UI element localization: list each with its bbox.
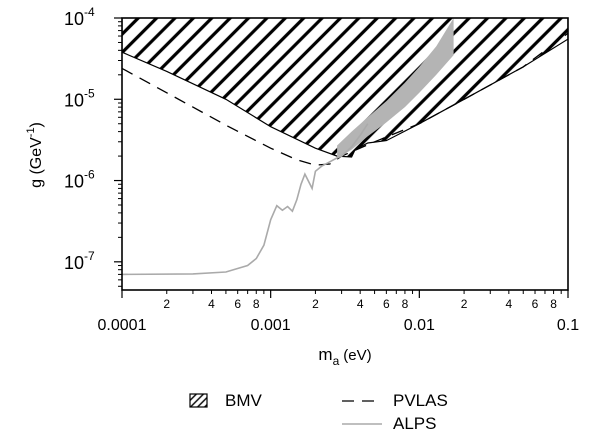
plot-area (122, 16, 568, 290)
legend-pvlas-label: PVLAS (393, 391, 448, 410)
y-tick-label: 10-4 (64, 5, 95, 29)
legend-bmv-label: BMV (225, 391, 263, 410)
x-minor-tick-label: 6 (234, 297, 241, 311)
legend-item-alps: ALPS (342, 414, 436, 433)
x-minor-tick-label: 8 (402, 297, 409, 311)
legend-alps-label: ALPS (393, 414, 436, 433)
x-minor-tick-label: 2 (312, 297, 319, 311)
legend-bmv-swatch (190, 394, 207, 407)
x-minor-tick-label: 6 (383, 297, 390, 311)
y-axis-title-close: ) (28, 122, 45, 127)
x-minor-tick-label: 2 (163, 297, 170, 311)
x-tick-label: 0.1 (557, 317, 579, 334)
x-minor-tick-label: 4 (208, 297, 215, 311)
x-tick-label: 0.01 (404, 317, 435, 334)
x-minor-tick-label: 4 (505, 297, 512, 311)
y-axis-title-base: g (GeV (28, 137, 45, 188)
x-minor-tick-label: 8 (550, 297, 557, 311)
x-axis-title-base: m (318, 345, 332, 364)
y-tick-label: 10-7 (64, 249, 95, 273)
x-axis-title: ma (eV) (318, 345, 371, 368)
y-axis-title: g (GeV-1) (25, 122, 45, 188)
legend: BMV PVLAS ALPS (190, 391, 448, 433)
x-minor-tick-label: 4 (357, 297, 364, 311)
legend-item-pvlas: PVLAS (342, 391, 448, 410)
x-minor-tick-label: 2 (461, 297, 468, 311)
legend-item-bmv: BMV (190, 391, 263, 410)
y-axis: 10-7 10-6 10-5 10-4 (64, 5, 122, 286)
x-axis-title-unit: (eV) (343, 347, 371, 364)
x-axis: 0.0001 0.001 0.01 0.12 4 6 8 2 4 6 8 2 4 6 8 (98, 290, 580, 334)
y-tick-label: 10-5 (64, 86, 95, 110)
bmv-region (122, 16, 568, 157)
x-minor-tick-label: 6 (532, 297, 539, 311)
x-minor-tick-label: 8 (253, 297, 260, 311)
x-tick-label: 0.001 (251, 317, 291, 334)
y-axis-title-sup: -1 (25, 127, 37, 137)
y-tick-label: 10-6 (64, 168, 95, 192)
x-axis-title-sub: a (333, 354, 340, 368)
x-tick-label: 0.0001 (98, 317, 147, 334)
